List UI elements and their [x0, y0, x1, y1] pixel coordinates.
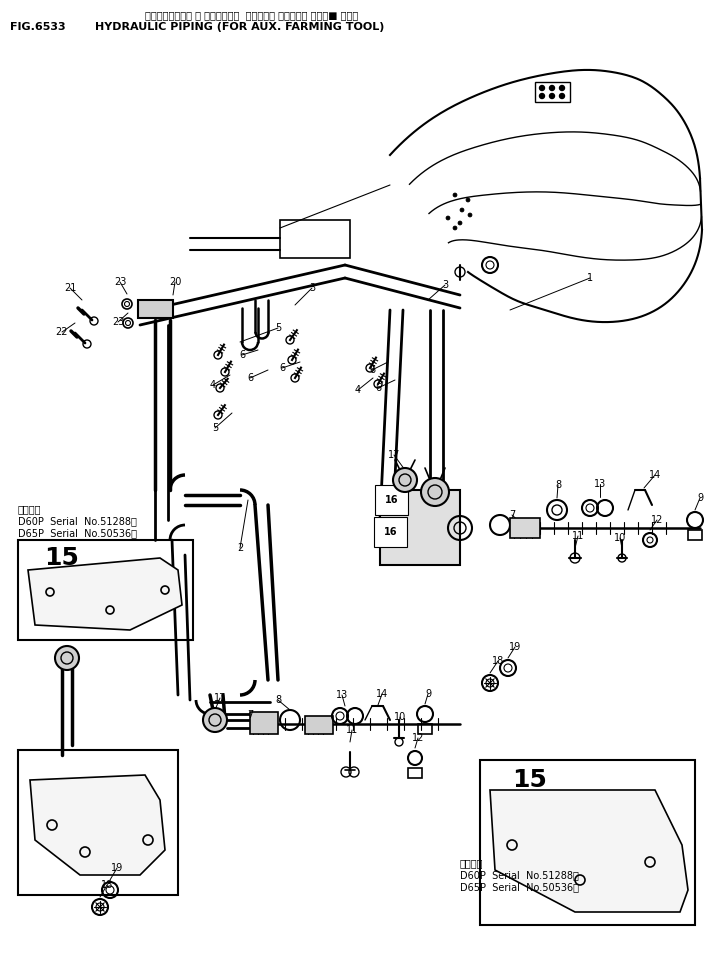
Text: D65P  Serial  No.50536～: D65P Serial No.50536～ — [18, 528, 137, 538]
Circle shape — [540, 94, 545, 98]
Text: ハイト゛ロリック パ イピ゛ンク゛  （ノウコウ サキ゛ウキ ホシ゛■ ヨウ）: ハイト゛ロリック パ イピ゛ンク゛ （ノウコウ サキ゛ウキ ホシ゛■ ヨウ） — [145, 10, 359, 20]
Text: 11: 11 — [572, 531, 584, 541]
Text: 7: 7 — [247, 710, 253, 720]
Text: 6: 6 — [369, 365, 375, 375]
Text: 19: 19 — [509, 642, 521, 652]
Text: 23: 23 — [111, 317, 124, 327]
Text: 3: 3 — [442, 280, 448, 290]
Text: D65P  Serial  No.50536～: D65P Serial No.50536～ — [460, 882, 579, 892]
Text: 2: 2 — [237, 543, 243, 553]
Text: 3: 3 — [309, 283, 315, 293]
Text: D60P  Serial  No.51288～: D60P Serial No.51288～ — [18, 516, 137, 526]
Circle shape — [203, 708, 227, 732]
Text: 9: 9 — [425, 689, 431, 699]
Bar — [535, 82, 570, 102]
Text: 6: 6 — [247, 373, 253, 383]
Text: 6: 6 — [279, 363, 285, 373]
Text: 15: 15 — [45, 546, 80, 570]
Text: 18: 18 — [101, 880, 113, 890]
Text: 16: 16 — [385, 495, 398, 505]
Circle shape — [559, 94, 564, 98]
Text: 14: 14 — [649, 470, 661, 480]
Text: 14: 14 — [376, 689, 388, 699]
Circle shape — [468, 213, 472, 217]
Text: 6: 6 — [375, 383, 381, 393]
Circle shape — [460, 208, 464, 212]
Circle shape — [393, 468, 417, 492]
Circle shape — [421, 478, 449, 506]
Text: 11: 11 — [346, 725, 358, 735]
Text: 9: 9 — [697, 493, 703, 503]
Text: 22: 22 — [56, 327, 68, 337]
Text: 15: 15 — [513, 768, 547, 792]
Text: 20: 20 — [169, 277, 181, 287]
Text: 12: 12 — [651, 515, 663, 525]
Text: 21: 21 — [64, 283, 76, 293]
Bar — [510, 518, 540, 538]
Bar — [305, 716, 333, 734]
Text: 適用号機: 適用号機 — [460, 858, 484, 868]
Bar — [418, 724, 432, 734]
Bar — [250, 712, 278, 734]
Circle shape — [453, 193, 457, 197]
Polygon shape — [30, 775, 165, 875]
Text: 12: 12 — [412, 733, 424, 743]
Bar — [138, 300, 173, 318]
Bar — [18, 540, 193, 640]
Bar — [408, 768, 422, 778]
Text: 16: 16 — [384, 527, 398, 537]
Bar — [280, 220, 350, 258]
Text: 5: 5 — [275, 323, 281, 333]
Text: 5: 5 — [212, 423, 218, 433]
Text: 適用号機: 適用号機 — [18, 504, 41, 514]
Bar — [18, 750, 178, 895]
Circle shape — [540, 86, 545, 91]
Text: FIG.6533: FIG.6533 — [10, 22, 65, 32]
Text: 18: 18 — [492, 656, 504, 666]
Polygon shape — [28, 558, 182, 630]
Text: 7: 7 — [509, 510, 515, 520]
Polygon shape — [490, 790, 688, 912]
Text: 8: 8 — [555, 480, 561, 490]
Text: 17: 17 — [214, 693, 226, 703]
Bar — [480, 760, 695, 925]
Bar — [380, 490, 460, 565]
Text: 4: 4 — [355, 385, 361, 395]
Text: 4: 4 — [210, 380, 216, 390]
Circle shape — [458, 221, 462, 225]
Text: HYDRAULIC PIPING (FOR AUX. FARMING TOOL): HYDRAULIC PIPING (FOR AUX. FARMING TOOL) — [95, 22, 384, 32]
Circle shape — [453, 226, 457, 230]
Text: D60P  Serial  No.51288～: D60P Serial No.51288～ — [460, 870, 579, 880]
Text: 19: 19 — [111, 863, 123, 873]
Text: 10: 10 — [614, 533, 626, 543]
Circle shape — [550, 86, 555, 91]
Circle shape — [550, 94, 555, 98]
Text: 23: 23 — [114, 277, 126, 287]
Circle shape — [559, 86, 564, 91]
Text: 17: 17 — [388, 450, 400, 460]
Circle shape — [466, 198, 470, 202]
Text: 10: 10 — [394, 712, 406, 722]
Circle shape — [446, 216, 450, 220]
Text: 6: 6 — [239, 350, 245, 360]
Text: 13: 13 — [594, 479, 606, 489]
Text: 13: 13 — [336, 690, 348, 700]
Bar — [688, 530, 702, 540]
Text: 8: 8 — [275, 695, 281, 705]
Circle shape — [55, 646, 79, 670]
Text: 1: 1 — [587, 273, 593, 283]
